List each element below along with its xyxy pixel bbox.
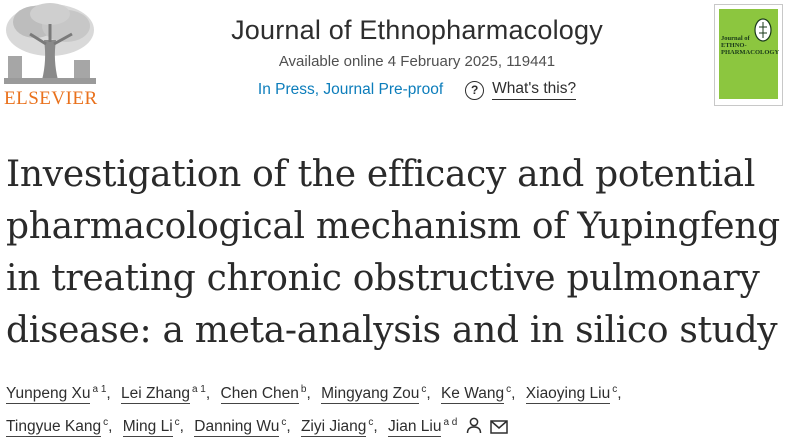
elsevier-logo[interactable] (0, 0, 100, 115)
author-name: Tingyue Kang (6, 418, 102, 438)
author-affiliation: a 1 (92, 384, 107, 395)
title-line: disease: a meta-analysis and in silico s… (6, 310, 778, 351)
author-name: Jian Liu (388, 418, 442, 438)
journal-masthead: Journal of Ethnopharmacology Available o… (150, 10, 684, 100)
journal-cover-image[interactable]: Journal of ETHNO- PHARMACOLOGY (714, 4, 783, 106)
author-affiliation: b (300, 384, 307, 395)
author-affiliation: c (281, 417, 287, 429)
author-link[interactable]: Mingyang Zou c (321, 384, 427, 405)
author-affiliation: c (103, 417, 109, 429)
title-line: in treating chronic obstructive pulmonar… (6, 258, 760, 299)
person-icon[interactable] (466, 417, 482, 434)
author-affiliation: c (368, 417, 374, 429)
author-link[interactable]: Ming Li c (122, 417, 180, 438)
article-title: Investigation of the efficacy and potent… (6, 149, 796, 357)
tree-emblem-icon (0, 0, 100, 88)
author-affiliation: c (421, 384, 427, 395)
author-list: Yunpeng Xu a 1, Lei Zhang a 1, Chen Chen b,… (6, 384, 622, 438)
journal-name[interactable]: Journal of Ethnopharmacology (231, 15, 603, 45)
author-link[interactable]: Xiaoying Liu c (525, 384, 618, 405)
author-affiliation: c (506, 384, 512, 395)
author-link[interactable]: Ke Wang c (440, 384, 512, 405)
author-link[interactable]: Jian Liu a d (388, 417, 458, 438)
title-line: Investigation of the efficacy and potent… (6, 154, 756, 195)
whats-this-button[interactable]: ? What's this? (465, 80, 577, 100)
author-link[interactable]: Ziyi Jiang c (300, 417, 374, 438)
availability-info: Available online 4 February 2025, 119441 (278, 53, 556, 70)
author-name: Xiaoying Liu (525, 385, 611, 405)
author-name: Danning Wu (194, 418, 280, 438)
author-link[interactable]: Chen Chen b (220, 384, 307, 405)
author-name: Ke Wang (440, 385, 505, 405)
author-link[interactable]: Danning Wu c (194, 417, 287, 438)
author-name: Ziyi Jiang (300, 418, 367, 438)
publisher-name: ELSEVIER (4, 88, 98, 109)
author-name: Chen Chen (220, 385, 299, 405)
author-name: Yunpeng Xu (6, 385, 91, 405)
whats-this-label: What's this? (492, 80, 577, 100)
author-name: Mingyang Zou (321, 385, 420, 405)
author-affiliation: a d (443, 417, 458, 429)
author-affiliation: c (174, 417, 180, 429)
author-link[interactable]: Lei Zhang a 1 (121, 384, 206, 405)
cover-title: Journal of ETHNO- PHARMACOLOGY (721, 35, 780, 56)
cover-emblem-icon (754, 18, 772, 42)
author-affiliation: c (612, 384, 618, 395)
status-row: In Press, Journal Pre-proof ? What's thi… (150, 80, 684, 100)
envelope-icon[interactable] (490, 420, 508, 435)
author-link[interactable]: Yunpeng Xu a 1 (6, 384, 107, 405)
question-circle-icon: ? (465, 80, 485, 100)
title-line: pharmacological mechanism of Yupingfeng (6, 206, 780, 247)
author-name: Lei Zhang (121, 385, 190, 405)
author-name: Ming Li (122, 418, 173, 438)
in-press-link[interactable]: In Press, Journal Pre-proof (257, 81, 444, 98)
author-link[interactable]: Tingyue Kang c (6, 417, 109, 438)
author-affiliation: a 1 (191, 384, 206, 395)
